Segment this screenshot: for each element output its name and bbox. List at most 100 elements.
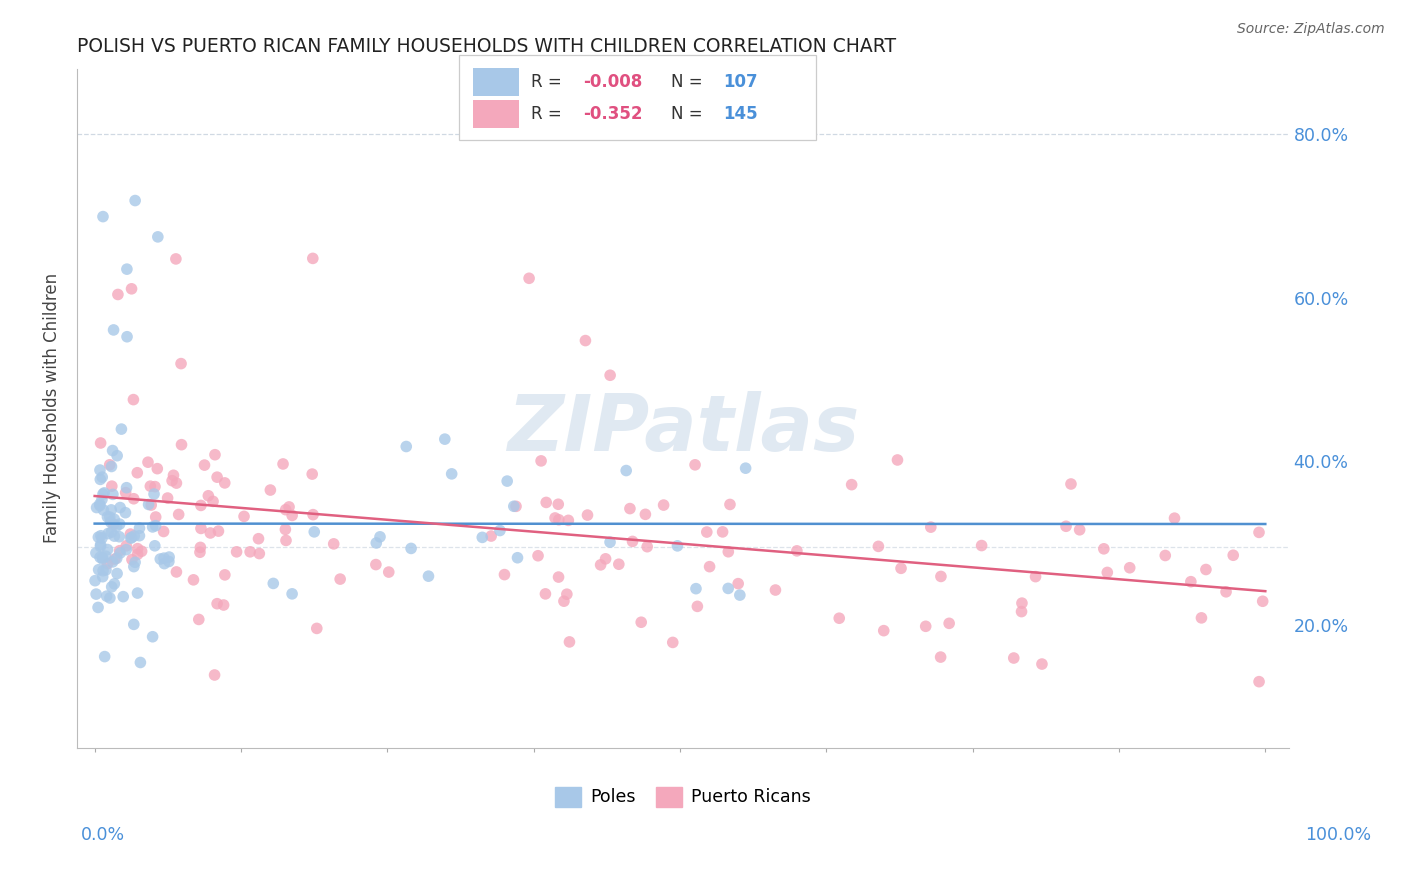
Point <box>1002 651 1025 665</box>
Point <box>121 552 143 566</box>
Point <box>728 588 751 602</box>
Point <box>547 497 569 511</box>
Point <box>143 480 166 494</box>
Point <box>1011 605 1033 619</box>
Text: -0.008: -0.008 <box>583 73 643 91</box>
Point <box>110 422 132 436</box>
Point <box>1180 574 1202 589</box>
Point <box>301 467 323 481</box>
Point <box>574 334 596 348</box>
Point <box>91 564 114 578</box>
Point <box>634 508 657 522</box>
Point <box>621 534 644 549</box>
Point <box>115 262 138 277</box>
Point <box>1247 674 1270 689</box>
Point <box>105 551 128 566</box>
Point <box>1118 560 1140 574</box>
Point <box>98 458 121 472</box>
Point <box>970 539 993 553</box>
Point <box>364 558 387 572</box>
Point <box>527 549 550 563</box>
Point <box>207 524 229 538</box>
Point <box>433 432 456 446</box>
Point <box>143 487 166 501</box>
Point <box>127 541 149 556</box>
Point <box>96 589 118 603</box>
Point <box>1054 519 1077 533</box>
Point <box>124 555 146 569</box>
Point <box>489 524 512 538</box>
Point <box>505 500 527 514</box>
Point <box>91 550 114 565</box>
Point <box>93 503 115 517</box>
Point <box>100 525 122 540</box>
Point <box>274 522 297 536</box>
Point <box>96 509 118 524</box>
Point <box>281 508 304 523</box>
Point <box>322 537 344 551</box>
Point <box>121 531 143 545</box>
Point <box>636 540 658 554</box>
Point <box>94 563 117 577</box>
Point <box>225 545 247 559</box>
Point <box>547 513 569 527</box>
Point <box>149 552 172 566</box>
Point <box>630 615 652 630</box>
Point <box>153 557 176 571</box>
Point <box>202 494 225 508</box>
Point <box>170 438 193 452</box>
Point <box>96 557 118 571</box>
Point <box>156 491 179 505</box>
Text: ZIPatlas: ZIPatlas <box>506 391 859 467</box>
Point <box>129 656 152 670</box>
Point <box>103 529 125 543</box>
Point <box>1222 548 1244 562</box>
Point <box>1191 611 1213 625</box>
Point <box>162 468 184 483</box>
Point <box>278 500 301 514</box>
Point <box>146 461 169 475</box>
Point <box>101 487 124 501</box>
Point <box>868 540 890 554</box>
Point <box>212 598 235 612</box>
Point <box>143 539 166 553</box>
Point <box>1092 541 1115 556</box>
Point <box>91 487 114 501</box>
Point <box>274 533 297 548</box>
Point <box>127 547 149 561</box>
Text: R =: R = <box>531 104 568 123</box>
Point <box>108 500 131 515</box>
Point <box>301 252 323 266</box>
Point <box>190 499 212 513</box>
Point <box>828 611 851 625</box>
Point <box>91 470 114 484</box>
Point <box>494 567 516 582</box>
Point <box>115 542 138 557</box>
Point <box>170 357 193 371</box>
Point <box>89 497 111 511</box>
Point <box>502 500 524 514</box>
FancyBboxPatch shape <box>474 100 519 128</box>
Point <box>165 252 187 266</box>
Point <box>395 440 418 454</box>
Point <box>108 517 131 532</box>
Point <box>717 582 740 596</box>
Point <box>91 492 114 507</box>
Point <box>555 587 578 601</box>
Point <box>589 558 612 572</box>
Point <box>197 489 219 503</box>
Point <box>599 535 621 549</box>
Point <box>929 650 952 665</box>
Point <box>233 509 256 524</box>
Point <box>93 486 115 500</box>
Point <box>115 330 138 344</box>
Point <box>122 491 145 506</box>
Text: 107: 107 <box>723 73 758 91</box>
Text: N =: N = <box>671 104 707 123</box>
Point <box>929 569 952 583</box>
Point <box>717 545 740 559</box>
Text: Source: ZipAtlas.com: Source: ZipAtlas.com <box>1237 22 1385 37</box>
Point <box>131 544 153 558</box>
Point <box>105 449 128 463</box>
Point <box>440 467 463 481</box>
